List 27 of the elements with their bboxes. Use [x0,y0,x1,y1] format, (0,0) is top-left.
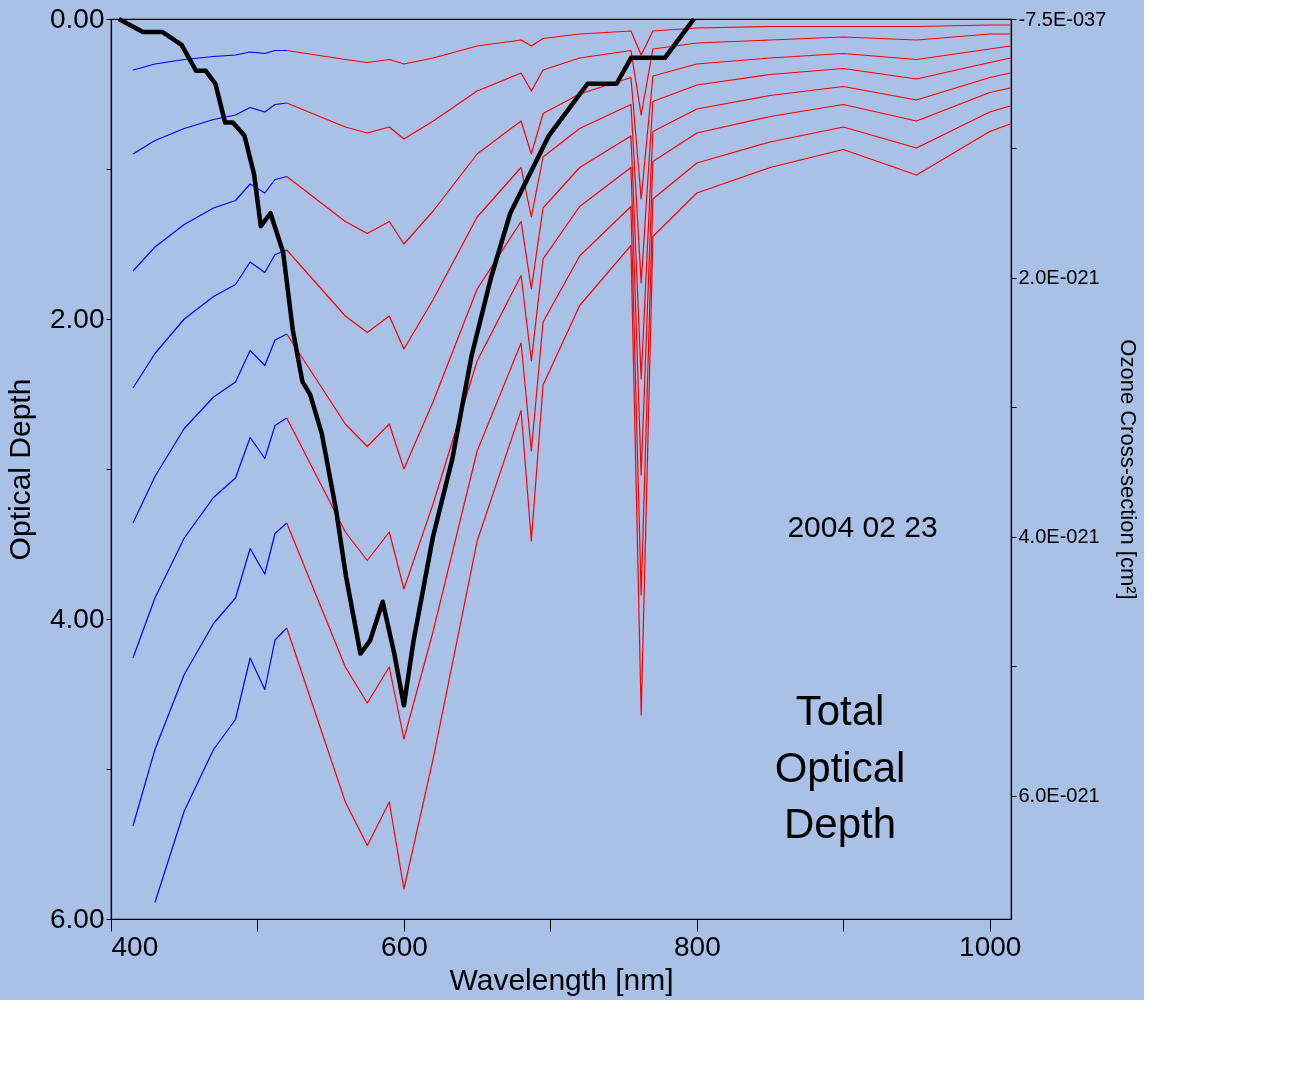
line-series [132,49,288,71]
y2-tick-label: 4.0E-021 [1018,525,1100,548]
y-tick-label: 0.00 [50,2,105,34]
annotation: 2004 02 23 [787,509,938,543]
x-axis-title: Wavelength [nm] [449,962,674,996]
line-series [286,33,1011,140]
line-series [132,333,288,524]
x-tick-label: 400 [111,930,159,962]
x-tick-label: 1000 [959,930,1022,962]
x-tick-label: 800 [673,930,721,962]
y2-tick-label: -7.5E-037 [1018,7,1107,30]
y-tick-label: 4.00 [50,602,105,634]
y-axis-title: Optical Depth [3,378,36,561]
line-series [132,249,288,389]
x-tick-label: 600 [381,930,428,962]
y-tick-label: 6.00 [50,902,105,934]
line-series [132,522,288,827]
y2-tick-label: 6.0E-021 [1018,784,1100,807]
y2-tick-label: 2.0E-021 [1018,266,1100,289]
annotation: Total Optical Depth [774,687,906,848]
y2-axis-title: Ozone Cross-section [cm²] [1116,339,1142,600]
line-series [132,417,288,659]
line-series [132,175,288,272]
line-series [286,24,1011,65]
line-series [132,102,288,155]
line-series [154,627,288,904]
y-tick-label: 2.00 [50,302,105,334]
